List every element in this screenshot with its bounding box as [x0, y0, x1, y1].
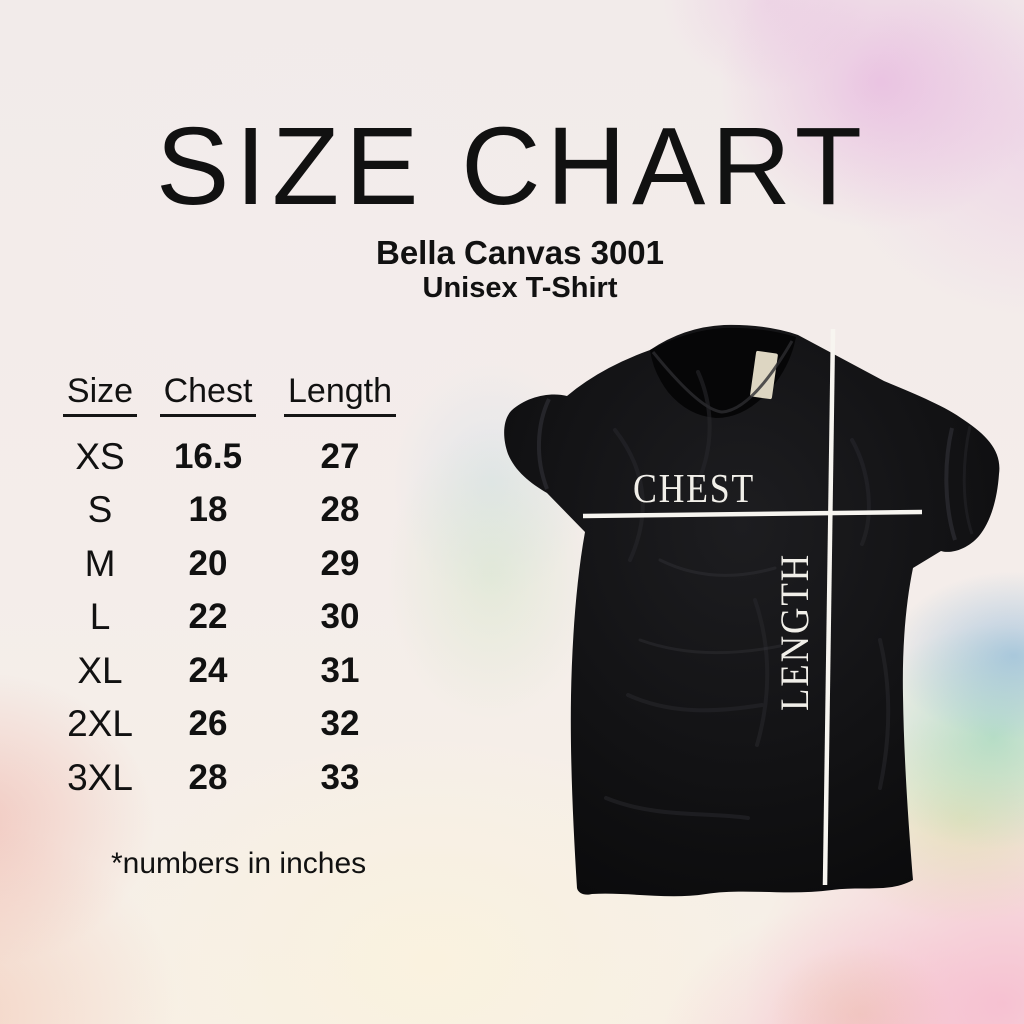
- table-row-chest: 22: [188, 597, 228, 637]
- table-row-size: 3XL: [67, 756, 133, 798]
- fabric-wrinkles: [604, 370, 891, 820]
- table-row-length: 28: [320, 490, 360, 530]
- chest-column-header: Chest: [159, 372, 257, 430]
- length-column-header: Length: [254, 372, 426, 430]
- right-cuff-fold: [944, 427, 957, 541]
- table-row-chest: 24: [188, 650, 228, 690]
- table-row-length: 30: [320, 597, 360, 637]
- product-name: Bella Canvas 3001: [375, 234, 665, 271]
- table-row-size: S: [87, 489, 113, 531]
- table-row-chest: 28: [188, 757, 228, 797]
- left-cuff-fold: [537, 398, 551, 490]
- table-row-chest: 16.5: [173, 436, 243, 476]
- neck-tag: [750, 350, 778, 400]
- table-row-length: 27: [320, 436, 360, 476]
- table-row-chest: 26: [188, 704, 228, 744]
- length-label: LENGTH: [772, 553, 817, 711]
- table-row-size: L: [89, 596, 111, 638]
- table-row-length: 31: [320, 650, 360, 690]
- table-row-size: XL: [77, 649, 123, 691]
- size-table: Size Chest Length XS 16.5 27 S 18 28 M 2…: [38, 372, 426, 805]
- fabric-highlights: [638, 558, 782, 655]
- product-type: Unisex T-Shirt: [422, 272, 618, 304]
- collar-rib: [651, 340, 794, 414]
- length-measure-line: [822, 328, 836, 886]
- chest-label: CHEST: [633, 465, 755, 511]
- right-cuff-fold-outer: [962, 425, 974, 535]
- chest-measure-line: [582, 509, 923, 519]
- table-row-chest: 18: [188, 490, 228, 530]
- table-row-size: XS: [75, 435, 125, 477]
- table-row-chest: 20: [188, 543, 228, 583]
- page-title: SIZE CHART: [156, 105, 868, 228]
- size-column-header: Size: [38, 372, 162, 430]
- table-row-size: M: [84, 542, 116, 584]
- table-row-length: 32: [320, 704, 360, 744]
- table-row-size: 2XL: [67, 703, 133, 745]
- units-footnote: *numbers in inches: [111, 847, 367, 880]
- tshirt-body: [504, 324, 1000, 897]
- table-row-length: 33: [320, 757, 360, 797]
- table-row-length: 29: [320, 543, 360, 583]
